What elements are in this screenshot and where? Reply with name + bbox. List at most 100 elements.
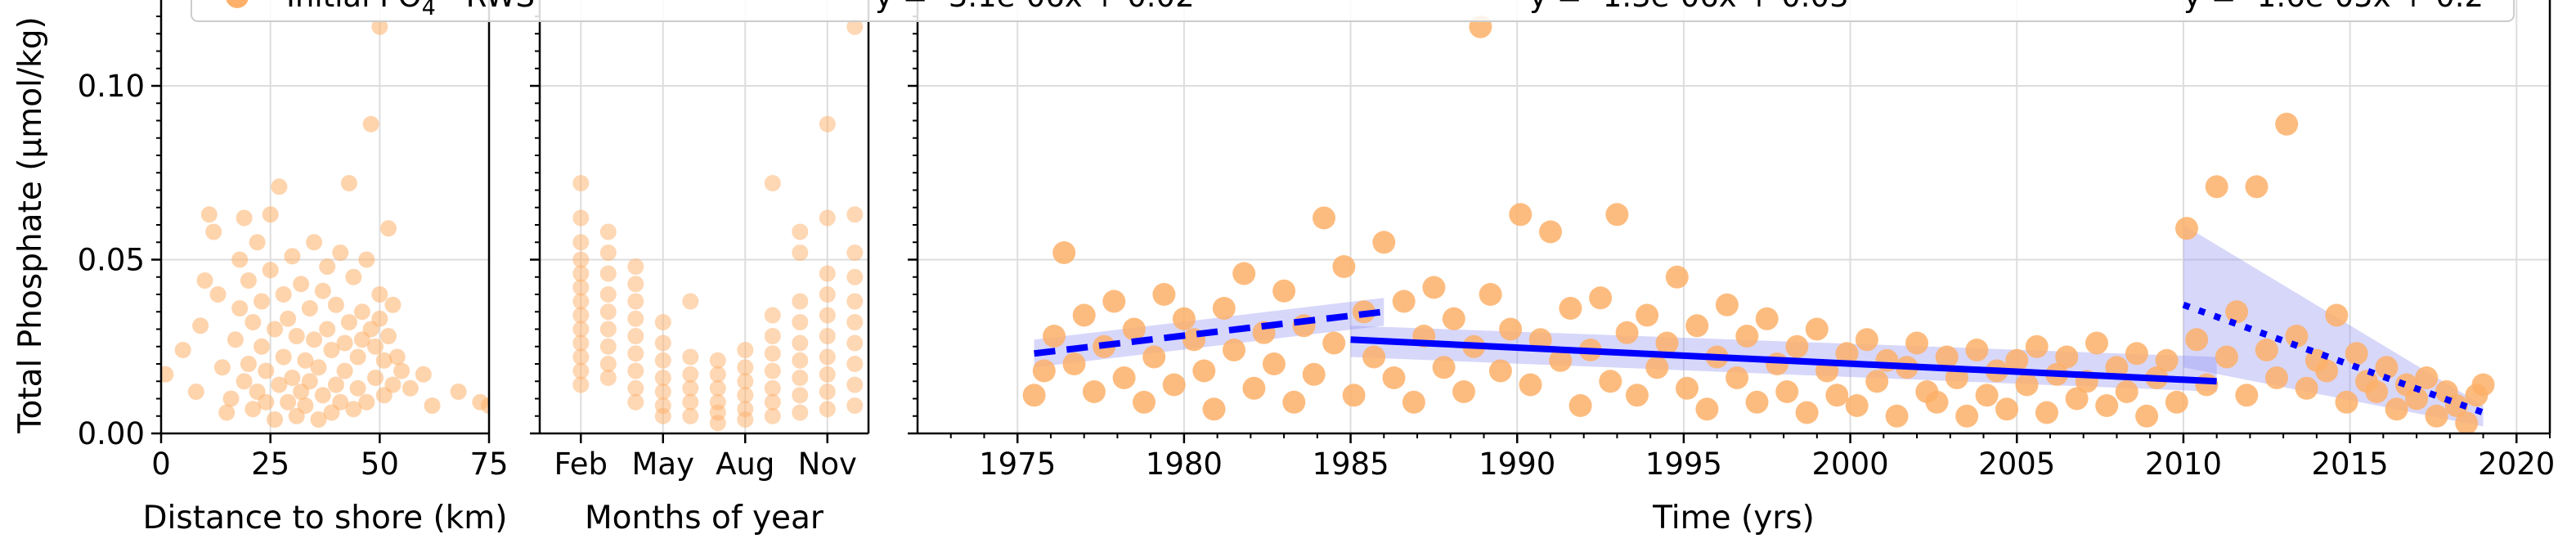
- time-point: [2215, 345, 2238, 369]
- time-point: [1726, 366, 1749, 389]
- time-point: [2265, 366, 2288, 389]
- months-point: [764, 328, 781, 344]
- distance-point: [310, 411, 327, 428]
- distance-point: [209, 286, 227, 303]
- distance-point: [362, 115, 379, 132]
- time-point: [2425, 404, 2448, 428]
- time-point: [1835, 342, 1859, 366]
- distance-point: [249, 234, 266, 251]
- months-point: [572, 279, 590, 296]
- time-point: [1488, 359, 1512, 383]
- distance-point: [384, 296, 402, 313]
- time-point: [1362, 345, 1386, 369]
- time-point: [1022, 384, 1046, 407]
- distance-point: [280, 310, 297, 327]
- distance-point: [371, 286, 388, 303]
- distance-xtick-label: 25: [251, 447, 289, 482]
- months-point: [846, 376, 864, 393]
- months-point: [709, 366, 726, 383]
- months-point: [654, 407, 671, 424]
- time-point: [1885, 404, 1909, 428]
- months-point: [682, 393, 699, 411]
- time-point: [1382, 366, 1406, 389]
- time-point: [1695, 397, 1719, 421]
- months-point: [792, 314, 809, 330]
- distance-point: [310, 359, 327, 376]
- distance-point: [297, 397, 314, 414]
- time-point: [1645, 356, 1669, 379]
- time-point: [1766, 352, 1788, 375]
- time-point: [2235, 384, 2259, 407]
- time-point: [1549, 348, 1573, 372]
- time-point: [2335, 390, 2358, 414]
- distance-points: [161, 18, 489, 428]
- distance-point: [301, 373, 318, 390]
- time-point: [1392, 289, 1416, 313]
- distance-point: [222, 390, 240, 407]
- time-point: [1935, 345, 1959, 369]
- time-point: [2325, 303, 2349, 327]
- time-point: [2225, 300, 2249, 324]
- months-point: [846, 334, 864, 352]
- months-point: [654, 334, 671, 352]
- months-point: [792, 223, 809, 240]
- time-point: [1052, 241, 1076, 264]
- distance-point: [301, 300, 318, 316]
- months-point: [599, 265, 617, 282]
- time-point: [2005, 348, 2029, 372]
- distance-point: [245, 314, 262, 330]
- months-point: [599, 356, 617, 372]
- months-point: [627, 276, 644, 293]
- distance-point: [288, 328, 305, 344]
- fit-line-2: [1350, 336, 2217, 385]
- time-point: [1062, 352, 1086, 375]
- ytick-label: 0.10: [78, 69, 145, 104]
- months-point: [819, 307, 836, 324]
- months-point: [599, 338, 617, 355]
- distance-point: [481, 397, 489, 414]
- distance-point: [371, 310, 388, 327]
- months-point: [846, 245, 864, 261]
- time-point: [2365, 380, 2389, 403]
- distance-xtick-label: 75: [469, 447, 508, 482]
- months-point: [572, 362, 590, 379]
- months-point: [819, 366, 836, 383]
- time-point: [2185, 328, 2209, 352]
- time-point: [1785, 334, 1809, 358]
- time-point: [1232, 262, 1256, 285]
- months-point: [846, 314, 864, 330]
- months-point: [599, 223, 617, 240]
- time-point: [1262, 352, 1286, 375]
- time-point: [1615, 321, 1639, 344]
- distance-point: [218, 404, 236, 421]
- distance-point: [349, 348, 366, 366]
- time-point: [1479, 283, 1502, 306]
- distance-point: [336, 334, 353, 352]
- time-point: [1043, 325, 1066, 348]
- time-point: [1755, 307, 1779, 330]
- legend-equation-1: y = -3.1e-06x + 0.02: [875, 0, 1195, 14]
- distance-point: [227, 331, 244, 348]
- time-point: [1715, 293, 1739, 316]
- time-point: [1735, 325, 1759, 348]
- time-point: [1599, 370, 1622, 393]
- time-point: [2065, 387, 2089, 411]
- months-point: [572, 307, 590, 324]
- time-point: [1795, 401, 1819, 424]
- months-point: [764, 345, 781, 362]
- time-point: [1745, 390, 1769, 414]
- months-point: [627, 345, 644, 362]
- months-point: [737, 411, 754, 428]
- distance-point: [236, 373, 253, 390]
- time-point: [2285, 325, 2309, 348]
- fit-line-1: [1034, 308, 1384, 357]
- months-point: [764, 393, 781, 411]
- distance-point: [380, 328, 397, 344]
- distance-point: [415, 366, 432, 383]
- time-xtick-label: 2005: [1978, 447, 2055, 482]
- distance-point: [340, 175, 357, 191]
- time-xtick-label: 1975: [979, 447, 1056, 482]
- time-point: [1452, 380, 1475, 403]
- months-point: [654, 314, 671, 330]
